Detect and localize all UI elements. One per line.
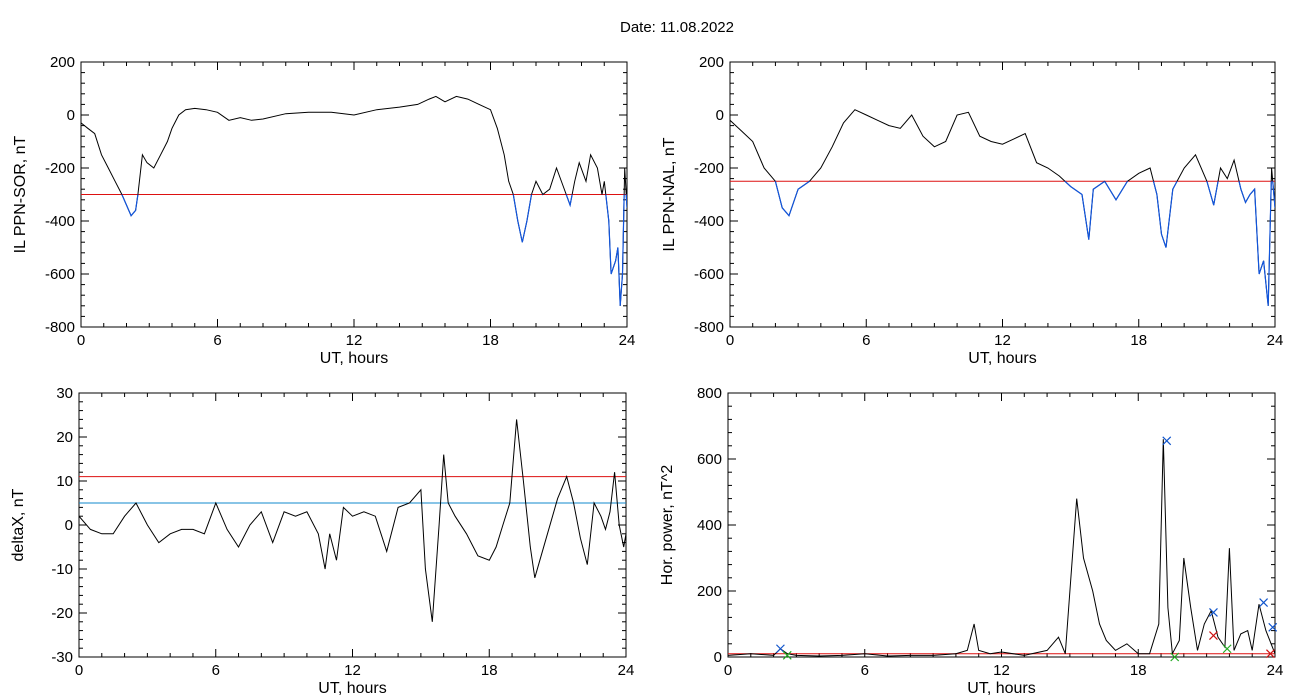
y-axis-label: IL PPN-NAL, nT (661, 137, 678, 251)
x-tick-label: 24 (1267, 332, 1284, 349)
x-tick-label: 6 (861, 662, 869, 679)
x-tick-label: 18 (1130, 332, 1147, 349)
y-tick-label: -400 (45, 213, 75, 230)
y-tick-label: -20 (51, 605, 73, 622)
y-tick-label: 20 (56, 429, 73, 446)
chart-sor: 0 6 12 18 24 -800 -600 -400 -200 0 200 UT, hours IL … (12, 54, 635, 367)
x-tick-label: 12 (994, 332, 1011, 349)
y-tick-label: 10 (56, 473, 73, 490)
x-tick-label: 6 (212, 662, 220, 679)
peak-marker (775, 644, 785, 654)
x-axis-label: UT, hours (320, 350, 388, 367)
y-tick-label: 600 (697, 451, 722, 468)
peak-marker (1209, 631, 1218, 640)
y-tick-label: 200 (699, 54, 724, 71)
y-tick-label: -600 (694, 266, 724, 283)
x-tick-label: 18 (482, 332, 499, 349)
x-tick-label: 24 (1267, 662, 1284, 679)
chart-power: 0 6 12 18 24 0 200 400 600 800 UT, hours Hor. power… (659, 385, 1283, 697)
y-tick-label: 400 (697, 517, 722, 534)
x-tick-label: 6 (213, 332, 221, 349)
chart-deltax: 0 6 12 18 24 -30 -20 -10 0 10 20 30 UT, hours deltaX,… (10, 385, 634, 697)
series-line (730, 109, 1275, 306)
x-tick-label: 24 (618, 662, 635, 679)
peak-marker (782, 650, 792, 660)
y-tick-label: 0 (714, 649, 722, 666)
plot-frame (729, 61, 1276, 328)
y-tick-label: 800 (697, 385, 722, 402)
y-tick-label: 30 (56, 385, 73, 402)
y-axis-label: deltaX, nT (10, 488, 27, 561)
x-axis-label: UT, hours (318, 680, 386, 697)
y-tick-label: -400 (694, 213, 724, 230)
x-tick-label: 24 (619, 332, 636, 349)
x-tick-label: 12 (344, 662, 361, 679)
y-tick-label: 200 (697, 583, 722, 600)
y-tick-label: 0 (716, 107, 724, 124)
x-tick-label: 0 (724, 662, 732, 679)
page-title: Date: 11.08.2022 (620, 19, 734, 36)
series-below-threshold (121, 194, 627, 306)
y-tick-label: 0 (67, 107, 75, 124)
y-tick-label: -30 (51, 649, 73, 666)
x-tick-label: 0 (75, 662, 83, 679)
x-tick-label: 12 (346, 332, 363, 349)
y-axis-label: Hor. power, nT^2 (659, 465, 676, 586)
chart-nal: 0 6 12 18 24 -800 -600 -400 -200 0 200 UT, hours IL … (661, 54, 1283, 367)
x-tick-label: 18 (481, 662, 498, 679)
plot-frame (727, 392, 1276, 658)
x-axis-label: UT, hours (968, 350, 1036, 367)
peak-marker (1266, 649, 1275, 659)
x-tick-label: 12 (993, 662, 1010, 679)
y-tick-label: -800 (694, 319, 724, 336)
peak-marker (1209, 608, 1218, 617)
y-tick-label: -200 (45, 160, 75, 177)
x-tick-label: 18 (1130, 662, 1147, 679)
peak-marker (1170, 652, 1180, 662)
series-line (81, 95, 627, 306)
y-tick-label: 0 (65, 517, 73, 534)
y-axis-label: IL PPN-SOR, nT (12, 135, 29, 253)
y-tick-label: 200 (50, 54, 75, 71)
series-line (79, 419, 626, 622)
y-tick-label: -800 (45, 319, 75, 336)
plot-frame (78, 392, 627, 658)
peak-marker (1268, 622, 1278, 632)
peak-marker (1222, 644, 1232, 654)
y-tick-label: -200 (694, 160, 724, 177)
peak-marker (1259, 598, 1269, 607)
x-tick-label: 6 (862, 332, 870, 349)
series-line (728, 439, 1275, 657)
y-tick-label: -600 (45, 266, 75, 283)
x-tick-label: 0 (726, 332, 734, 349)
y-tick-label: -10 (51, 561, 73, 578)
series-below-threshold (774, 181, 1275, 306)
x-tick-label: 0 (77, 332, 85, 349)
peak-marker (1162, 436, 1172, 446)
x-axis-label: UT, hours (967, 680, 1035, 697)
